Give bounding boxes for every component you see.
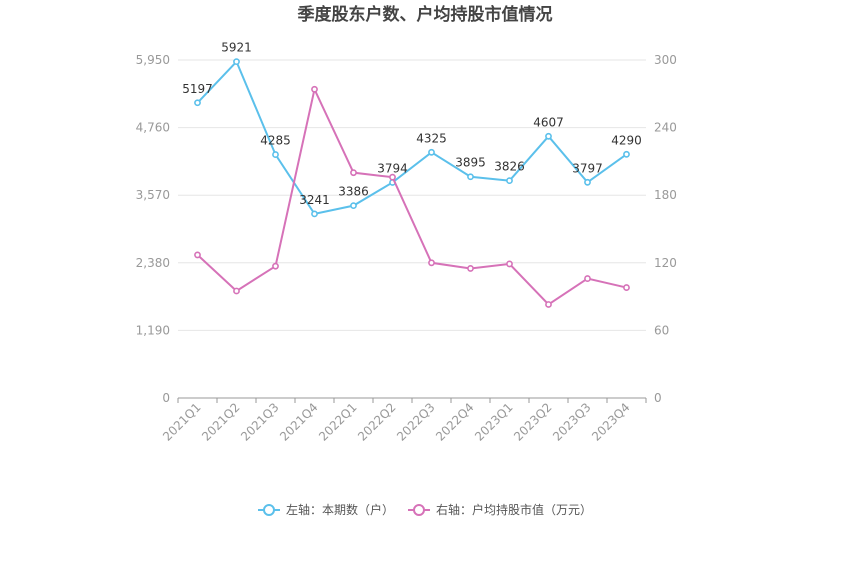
x-tick-label: 2021Q1 bbox=[160, 400, 204, 444]
series-line-households bbox=[196, 59, 628, 216]
x-tick-label: 2021Q2 bbox=[199, 400, 243, 444]
data-label: 4285 bbox=[260, 134, 291, 148]
data-label: 3241 bbox=[299, 193, 330, 207]
legend-marker-icon bbox=[413, 504, 425, 516]
left-axis: 0 1,190 2,380 3,570 4,760 5,950 bbox=[136, 53, 170, 405]
right-tick-label: 120 bbox=[654, 256, 677, 270]
point-avg-value bbox=[389, 173, 396, 181]
right-tick-label: 0 bbox=[654, 391, 662, 405]
point-avg-value bbox=[623, 284, 630, 291]
chart-title: 季度股东户数、户均持股市值情况 bbox=[298, 4, 553, 25]
right-tick-label: 300 bbox=[654, 53, 677, 67]
point-avg-value bbox=[428, 259, 435, 267]
right-tick-label: 180 bbox=[654, 188, 677, 202]
data-label: 5197 bbox=[182, 82, 213, 96]
data-label: 3386 bbox=[338, 185, 369, 199]
data-label: 3797 bbox=[572, 161, 603, 175]
x-axis: 2021Q12021Q22021Q32021Q42022Q12022Q22022… bbox=[160, 398, 647, 444]
x-tick-label: 2023Q3 bbox=[550, 400, 594, 444]
x-tick-label: 2022Q4 bbox=[433, 400, 477, 444]
x-tick-label: 2022Q1 bbox=[316, 400, 360, 444]
series-group: 5197 5921 4285 3241 3386 3794 4325 3895 3826 4607… bbox=[182, 41, 642, 308]
point-households bbox=[233, 58, 240, 66]
left-tick-label: 5,950 bbox=[136, 53, 170, 67]
data-label: 3794 bbox=[377, 161, 408, 175]
point-households bbox=[311, 210, 318, 218]
point-avg-value bbox=[233, 287, 240, 295]
x-tick-label: 2021Q4 bbox=[277, 400, 321, 444]
series-line-avg-value bbox=[196, 86, 627, 306]
x-tick-label: 2023Q4 bbox=[589, 400, 633, 444]
data-label: 4607 bbox=[533, 115, 564, 129]
left-tick-label: 4,760 bbox=[136, 121, 170, 135]
point-households bbox=[467, 173, 474, 181]
data-label: 3895 bbox=[455, 156, 486, 170]
point-households bbox=[545, 132, 552, 140]
point-households bbox=[584, 178, 591, 186]
point-households bbox=[272, 151, 279, 158]
legend-item-avg-value[interactable]: 右轴：户均持股市值（万元） bbox=[408, 502, 592, 517]
gridlines bbox=[178, 59, 646, 399]
point-avg-value bbox=[194, 251, 201, 259]
legend-label: 左轴：本期数（户） bbox=[286, 502, 394, 517]
left-tick-label: 0 bbox=[162, 391, 170, 405]
data-label: 4325 bbox=[416, 131, 447, 145]
x-tick-label: 2023Q2 bbox=[511, 400, 555, 444]
point-households bbox=[428, 148, 435, 156]
left-tick-label: 3,570 bbox=[136, 188, 170, 202]
point-avg-value bbox=[506, 260, 513, 268]
point-avg-value bbox=[584, 275, 591, 282]
point-avg-value bbox=[467, 265, 474, 272]
x-tick-label: 2021Q3 bbox=[238, 400, 282, 444]
point-avg-value bbox=[545, 301, 552, 308]
legend-label: 右轴：户均持股市值（万元） bbox=[436, 502, 592, 517]
data-label: 4290 bbox=[611, 133, 642, 147]
legend-marker-icon bbox=[263, 504, 275, 516]
point-avg-value bbox=[272, 262, 279, 270]
x-tick-label: 2023Q1 bbox=[472, 400, 516, 444]
legend[interactable]: 左轴：本期数（户） 右轴：户均持股市值（万元） bbox=[258, 502, 592, 517]
point-households bbox=[623, 150, 630, 158]
point-avg-value bbox=[350, 169, 357, 177]
right-tick-label: 60 bbox=[654, 323, 669, 337]
legend-item-households[interactable]: 左轴：本期数（户） bbox=[258, 502, 394, 517]
right-tick-label: 240 bbox=[654, 121, 677, 135]
x-tick-label: 2022Q3 bbox=[394, 400, 438, 444]
data-label: 5921 bbox=[221, 41, 252, 55]
point-households bbox=[506, 177, 513, 185]
point-households bbox=[194, 99, 201, 107]
point-avg-value bbox=[311, 85, 318, 93]
left-tick-label: 2,380 bbox=[136, 256, 170, 270]
point-households bbox=[350, 202, 357, 210]
data-label: 3826 bbox=[494, 160, 525, 174]
left-tick-label: 1,190 bbox=[136, 323, 170, 337]
right-axis: 0 60 120 180 240 300 bbox=[654, 53, 677, 405]
x-tick-label: 2022Q2 bbox=[355, 400, 399, 444]
